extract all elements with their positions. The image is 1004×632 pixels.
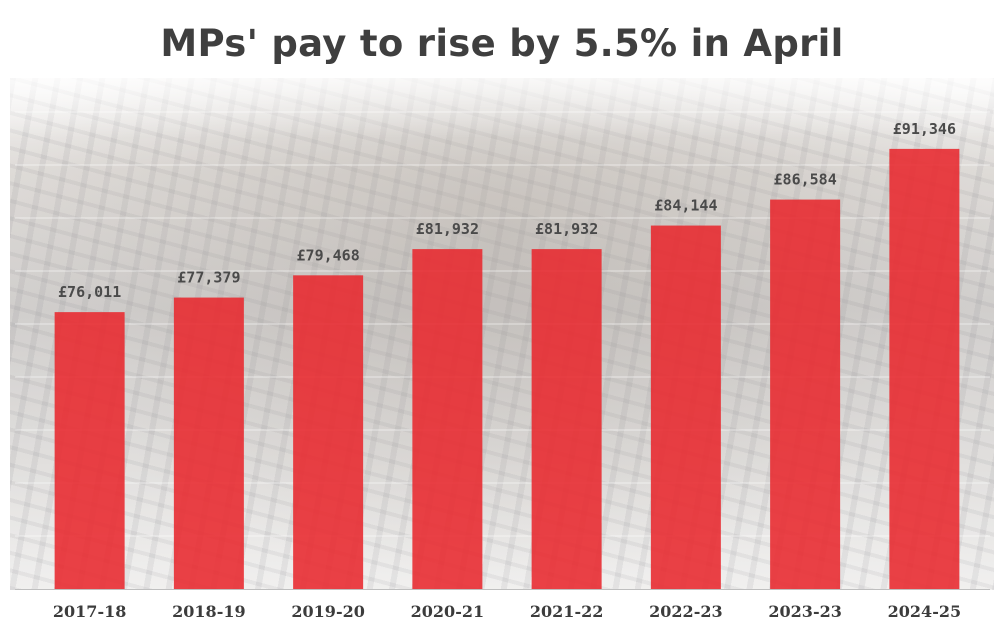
x-tick-label: 2023-23 [768, 602, 841, 621]
bar-2021-22 [531, 249, 602, 589]
bar-value-label: £86,584 [774, 171, 837, 189]
x-tick-labels: 2017-18 2018-19 2019-20 2020-21 2021-22 2022-… [53, 602, 961, 621]
bar-2017-18 [54, 312, 125, 589]
chart-title: MPs' pay to rise by 5.5% in April [160, 22, 844, 65]
bar-2022-23 [650, 225, 721, 589]
bar-2020-21 [412, 249, 483, 589]
value-labels: £76,011 £77,379 £79,468 £81,932 £81,932 £84,1… [58, 120, 956, 301]
gridlines [15, 111, 990, 537]
bar-2018-19 [173, 297, 244, 589]
bar-value-label: £76,011 [58, 283, 121, 301]
x-tick-label: 2024-25 [888, 602, 961, 621]
bar-value-label: £84,144 [654, 197, 717, 215]
x-tick-label: 2022-23 [649, 602, 722, 621]
background-fade [0, 58, 1004, 138]
x-tick-label: 2017-18 [53, 602, 126, 621]
bar-2019-20 [293, 275, 364, 589]
x-tick-label: 2020-21 [411, 602, 484, 621]
bar-2023-23 [770, 199, 841, 589]
bar-value-label: £91,346 [893, 120, 956, 138]
bar-value-label: £81,932 [416, 220, 479, 238]
bar-2024-25 [889, 148, 960, 589]
bar-value-label: £79,468 [297, 246, 360, 264]
bars [54, 148, 960, 589]
x-tick-label: 2019-20 [291, 602, 364, 621]
bar-value-label: £81,932 [535, 220, 598, 238]
x-tick-label: 2018-19 [172, 602, 245, 621]
x-tick-label: 2021-22 [530, 602, 603, 621]
bar-value-label: £77,379 [177, 269, 240, 287]
